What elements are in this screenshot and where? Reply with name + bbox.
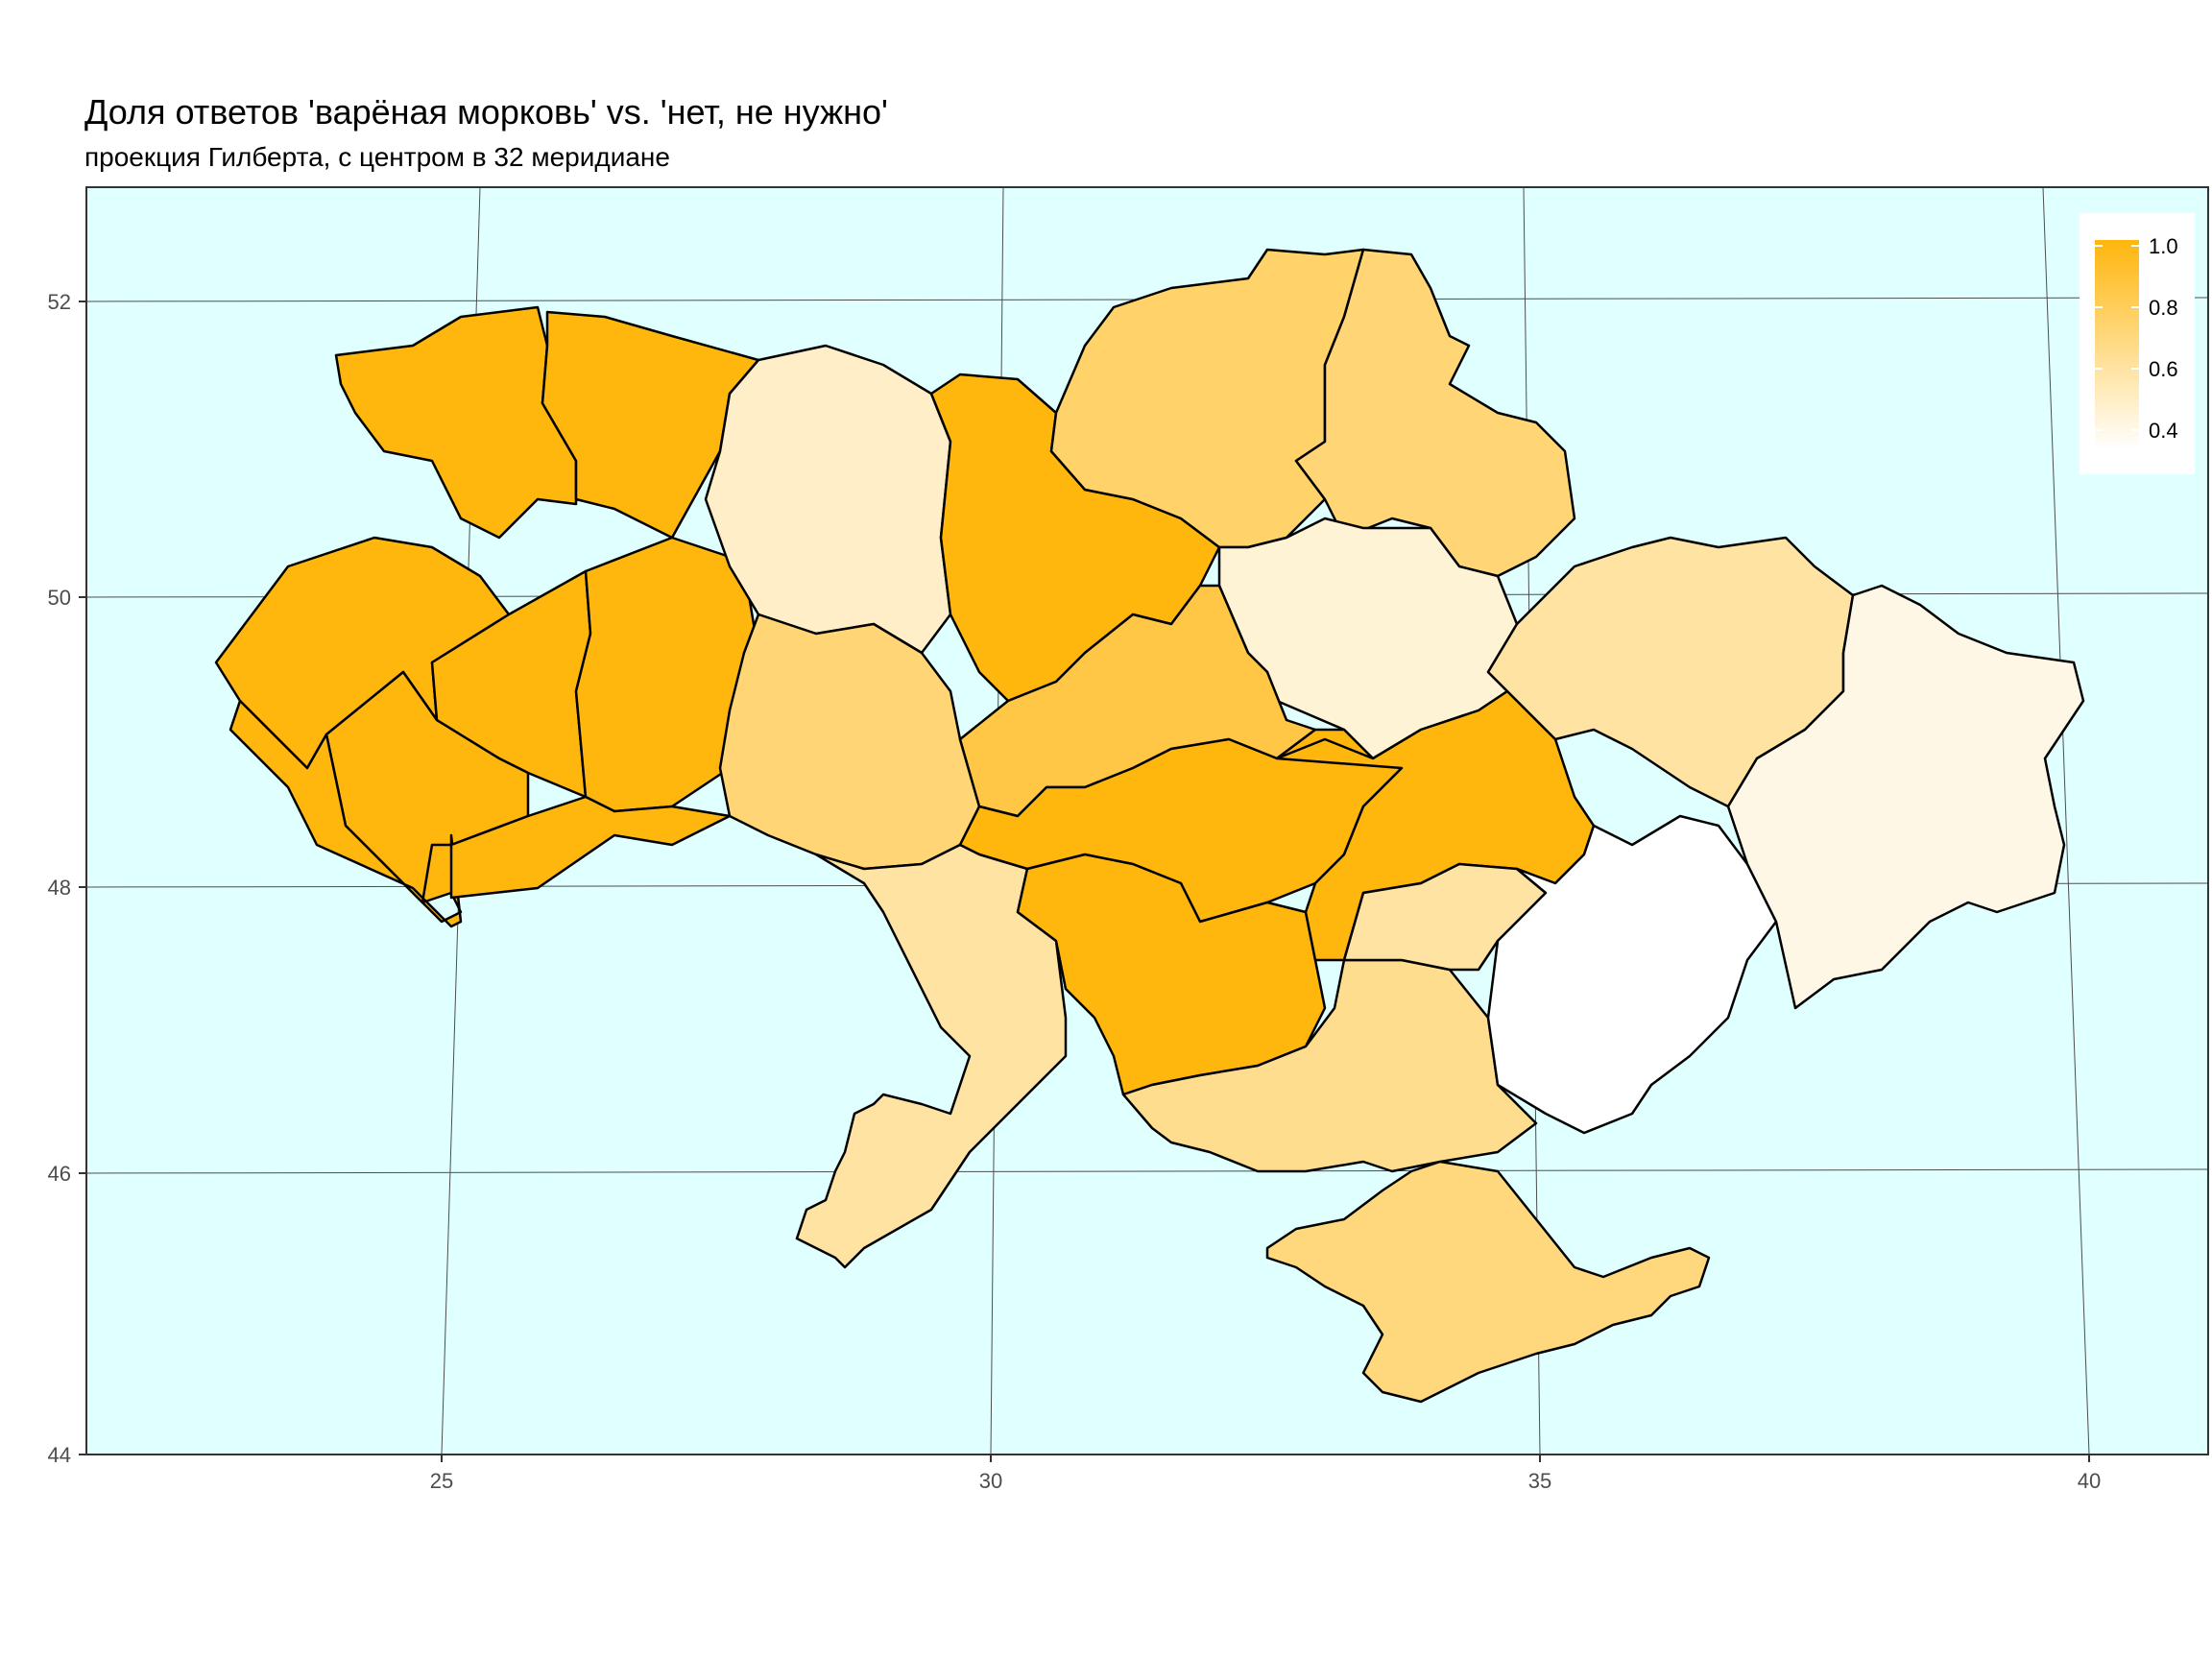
region-zakarpattia bbox=[228, 699, 463, 928]
region-luhansk bbox=[1726, 584, 2085, 1010]
legend-label: 1.0 bbox=[2149, 234, 2178, 258]
y-tick-label: 44 bbox=[48, 1443, 71, 1467]
legend: 1.0 0.8 0.6 0.4 bbox=[2080, 213, 2195, 474]
map-subtitle: проекция Гилберта, с центром в 32 мериди… bbox=[84, 142, 670, 172]
x-tick-label: 25 bbox=[430, 1469, 453, 1493]
x-tick-label: 40 bbox=[2078, 1469, 2101, 1493]
axis-ticks bbox=[79, 301, 2090, 1462]
legend-label: 0.6 bbox=[2149, 357, 2178, 381]
y-tick-label: 48 bbox=[48, 876, 71, 900]
region-sumy bbox=[1294, 248, 1576, 578]
x-tick-label: 30 bbox=[979, 1469, 1002, 1493]
region-khmelnytskyi bbox=[574, 536, 770, 813]
region-kherson bbox=[1121, 958, 1538, 1173]
region-layer bbox=[214, 248, 2085, 1404]
y-tick-label: 46 bbox=[48, 1162, 71, 1186]
x-tick-label: 35 bbox=[1528, 1469, 1551, 1493]
legend-colorbar bbox=[2095, 240, 2139, 449]
meridian-40 bbox=[2042, 187, 2090, 1455]
region-volyn bbox=[334, 305, 578, 540]
legend-label: 0.8 bbox=[2149, 296, 2178, 320]
caption: Г. А. Мо... 2019. Создано при помощи пак… bbox=[1471, 1532, 2124, 1562]
legend-label: 0.4 bbox=[2149, 419, 2178, 443]
map-title: Доля ответов 'варёная морковь' vs. 'нет,… bbox=[84, 92, 888, 132]
y-tick-label: 52 bbox=[48, 290, 71, 314]
parallel-46 bbox=[86, 1168, 2208, 1174]
region-crimea bbox=[1265, 1160, 1711, 1404]
panel-border bbox=[85, 186, 2209, 1455]
y-tick-label: 50 bbox=[48, 586, 71, 610]
region-donetsk bbox=[1486, 814, 1778, 1135]
